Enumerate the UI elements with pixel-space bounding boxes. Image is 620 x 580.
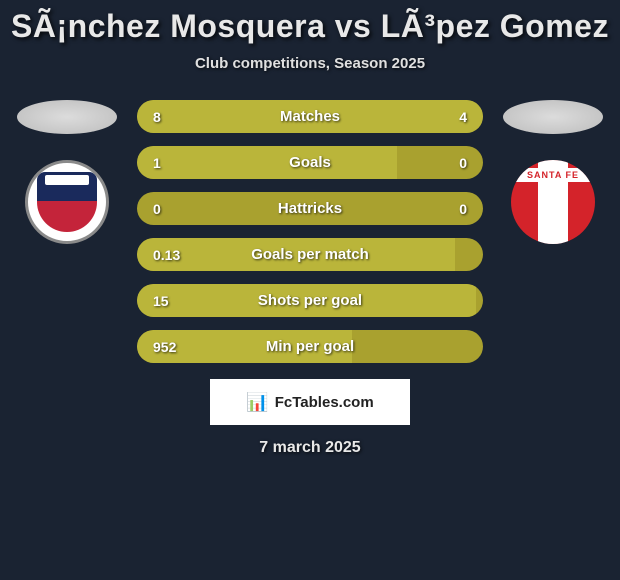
stat-label: Goals per match xyxy=(251,246,369,263)
stat-value-right: 0 xyxy=(459,155,467,171)
club-badge-right: SANTA FE xyxy=(511,160,595,244)
stat-label: Min per goal xyxy=(266,338,354,355)
main-row: 8 Matches 4 1 Goals 0 0 Hattricks 0 0.13 Goals per… xyxy=(0,100,620,363)
stat-value-left: 1 xyxy=(153,155,161,171)
player-left-col xyxy=(15,100,119,244)
stats-bars: 8 Matches 4 1 Goals 0 0 Hattricks 0 0.13 Goals per… xyxy=(137,100,483,363)
stat-value-right: 4 xyxy=(459,109,467,125)
stat-value-left: 0 xyxy=(153,201,161,217)
stat-label: Goals xyxy=(289,154,331,171)
stat-row: 952 Min per goal xyxy=(137,330,483,363)
stat-row: 0.13 Goals per match xyxy=(137,238,483,271)
stat-value-left: 952 xyxy=(153,339,176,355)
player-right-col: SANTA FE xyxy=(501,100,605,244)
shield-icon xyxy=(37,172,97,232)
subtitle: Club competitions, Season 2025 xyxy=(0,55,620,72)
club-badge-left xyxy=(25,160,109,244)
attribution-label: FcTables.com xyxy=(275,394,374,411)
stat-value-left: 0.13 xyxy=(153,247,180,263)
player-right-photo xyxy=(503,100,603,134)
stat-row: 15 Shots per goal xyxy=(137,284,483,317)
comparison-card: SÃ¡nchez Mosquera vs LÃ³pez Gomez Club c… xyxy=(0,0,620,457)
stat-value-left: 15 xyxy=(153,293,169,309)
stat-label: Shots per goal xyxy=(258,292,362,309)
player-left-photo xyxy=(17,100,117,134)
stat-row: 0 Hattricks 0 xyxy=(137,192,483,225)
stat-value-left: 8 xyxy=(153,109,161,125)
stat-label: Matches xyxy=(280,108,340,125)
chart-icon: 📊 xyxy=(246,393,268,411)
date: 7 march 2025 xyxy=(0,439,620,457)
stat-label: Hattricks xyxy=(278,200,342,217)
stat-value-right: 0 xyxy=(459,201,467,217)
badge-right-text: SANTA FE xyxy=(511,168,595,182)
stat-row: 8 Matches 4 xyxy=(137,100,483,133)
bar-left-fill xyxy=(137,146,397,179)
stat-row: 1 Goals 0 xyxy=(137,146,483,179)
attribution: 📊 FcTables.com xyxy=(210,379,410,425)
page-title: SÃ¡nchez Mosquera vs LÃ³pez Gomez xyxy=(0,8,620,45)
